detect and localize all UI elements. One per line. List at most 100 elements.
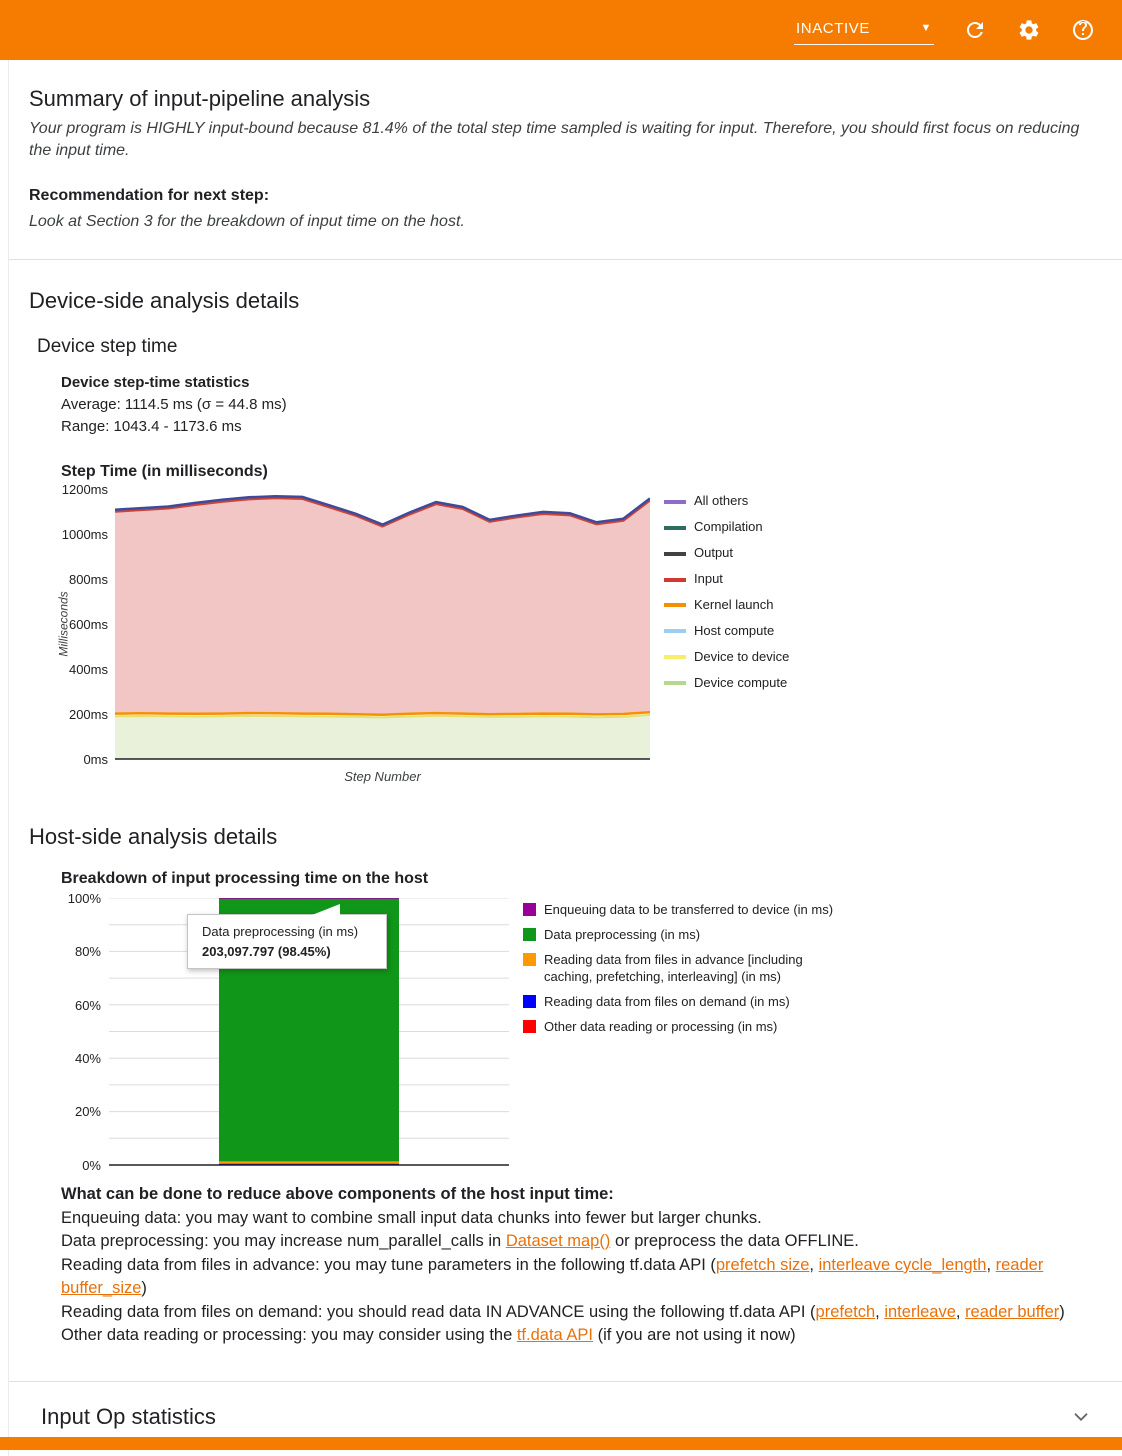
text-segment: or preprocess the data OFFLINE. [610, 1232, 859, 1251]
stats-average: Average: 1114.5 ms (σ = 44.8 ms) [61, 395, 287, 413]
y-axis-label: Milliseconds [56, 591, 71, 658]
legend-item: Enqueuing data to be transferred to devi… [523, 902, 854, 919]
legend-swatch [664, 551, 686, 556]
legend-label: Reading data from files on demand (in ms… [544, 993, 790, 1009]
kernel-launch-line [115, 711, 650, 717]
capture-status-dropdown[interactable]: INACTIVE ▼ [794, 16, 934, 45]
text-segment: Reading data from files on demand: you s… [61, 1302, 816, 1321]
legend-item: Data preprocessing (in ms) [523, 927, 854, 944]
device-compute-area [115, 715, 650, 760]
recommendation-line: Reading data from files in advance: you … [61, 1254, 1101, 1301]
section-divider [9, 259, 1122, 261]
legend-item: Host compute [664, 623, 789, 640]
legend-item: All others [664, 493, 789, 510]
legend-item: Compilation [664, 519, 789, 536]
recommendations-heading: What can be done to reduce above compone… [61, 1185, 614, 1204]
bar-segment [219, 1161, 399, 1165]
doc-link[interactable]: prefetch size [715, 1255, 810, 1274]
legend-swatch [523, 903, 536, 917]
bar-segment [219, 1164, 399, 1165]
recommendation-heading: Recommendation for next step: [29, 186, 270, 204]
help-button[interactable] [1070, 17, 1096, 43]
legend-label: Output [694, 545, 734, 561]
text-segment: , [986, 1255, 996, 1274]
legend-item: Output [664, 545, 789, 562]
legend-swatch [664, 603, 686, 608]
legend-item: Device to device [664, 649, 789, 666]
legend-item: Kernel launch [664, 597, 789, 614]
recommendation-text: Look at Section 3 for the breakdown of i… [29, 212, 465, 230]
refresh-button[interactable] [962, 17, 988, 43]
text-segment: , [955, 1302, 966, 1321]
doc-link[interactable]: Dataset map() [505, 1232, 611, 1251]
summary-section: Summary of input-pipeline analysis Your … [9, 60, 1122, 233]
doc-link[interactable]: interleave [884, 1302, 956, 1321]
percent-axis-ticks: 100% 80% 60% 40% 20% 0% [67, 890, 101, 1173]
legend-label: All others [694, 493, 749, 509]
legend-label: Reading data from files in advance [incl… [544, 952, 803, 985]
device-to-device-line [115, 714, 650, 719]
legend-swatch [664, 681, 686, 686]
text-segment: Data preprocessing: you may increase num… [61, 1232, 506, 1251]
legend-swatch [523, 953, 536, 967]
doc-link[interactable]: prefetch [815, 1302, 876, 1321]
legend-swatch [523, 928, 536, 942]
recommendations-body: Enqueuing data: you may want to combine … [61, 1207, 1101, 1348]
device-step-time-stats: Device step-time statistics Average: 111… [61, 372, 1122, 437]
legend-item: Reading data from files on demand (in ms… [523, 994, 854, 1011]
text-segment: ) [141, 1279, 147, 1298]
recommendation-line: Reading data from files on demand: you s… [61, 1301, 1101, 1324]
text-segment: , [875, 1302, 885, 1321]
dropdown-caret-icon: ▼ [920, 22, 932, 34]
legend-label: Device to device [694, 648, 790, 664]
input-op-statistics-section[interactable]: Input Op statistics [9, 1381, 1122, 1456]
settings-button[interactable] [1016, 17, 1042, 43]
all-others-line [115, 495, 650, 527]
text-segment: , [809, 1255, 819, 1274]
legend-item: Input [664, 571, 789, 588]
stats-range: Range: 1043.4 - 1173.6 ms [61, 417, 242, 435]
legend-label: Compilation [694, 519, 763, 535]
input-area [115, 498, 650, 716]
host-chart-title: Breakdown of input processing time on th… [61, 870, 429, 888]
summary-title: Summary of input-pipeline analysis [29, 86, 371, 111]
doc-link[interactable]: tf.data API [516, 1325, 593, 1344]
doc-link[interactable]: reader buffer_size [61, 1255, 1044, 1298]
recommendation-line: Enqueuing data: you may want to combine … [61, 1207, 1101, 1230]
legend-item: Other data reading or processing (in ms) [523, 1019, 854, 1036]
legend-label: Data preprocessing (in ms) [544, 927, 701, 943]
legend-swatch [664, 629, 686, 634]
legend-item: Reading data from files in advance [incl… [523, 952, 854, 986]
input-line [115, 497, 650, 529]
y-axis-ticks: 1200ms 1000ms 800ms 600ms 400ms 200ms 0ms [61, 481, 108, 767]
legend-item: Device compute [664, 675, 789, 692]
tooltip-value: 203,097.797 (98.45%) [202, 944, 331, 960]
legend-label: Host compute [694, 622, 775, 638]
stats-heading: Device step-time statistics [61, 374, 250, 392]
doc-link[interactable]: interleave cycle_length [818, 1255, 987, 1274]
refresh-icon [967, 22, 983, 38]
host-analysis-section: Host-side analysis details Breakdown of … [9, 784, 1122, 1347]
page-content: Summary of input-pipeline analysis Your … [8, 60, 1122, 1456]
legend-swatch [664, 655, 686, 660]
legend-swatch [523, 1019, 536, 1033]
legend-label: Input [694, 571, 723, 587]
chevron-down-icon[interactable] [1070, 1406, 1092, 1428]
legend-label: Device compute [694, 674, 788, 690]
help-icon [1073, 20, 1093, 40]
text-segment: Reading data from files in advance: you … [61, 1255, 716, 1274]
text-segment: (if you are not using it now) [592, 1325, 796, 1344]
tooltip-title: Data preprocessing (in ms) [202, 924, 359, 940]
app-header: INACTIVE ▼ [0, 0, 1122, 60]
host-section-title: Host-side analysis details [29, 824, 278, 850]
host-chart-legend: Enqueuing data to be transferred to devi… [523, 898, 854, 1043]
gear-icon [1019, 20, 1039, 40]
input-op-statistics-title: Input Op statistics [41, 1404, 216, 1430]
device-step-time-chart[interactable] [115, 489, 650, 761]
bar-segment [219, 898, 399, 900]
text-segment: Other data reading or processing: you ma… [61, 1325, 517, 1344]
device-analysis-section: Device-side analysis details Device step… [9, 260, 1122, 784]
text-segment: ) [1059, 1302, 1065, 1321]
doc-link[interactable]: reader buffer [965, 1302, 1060, 1321]
device-step-time-heading: Device step time [37, 336, 178, 358]
